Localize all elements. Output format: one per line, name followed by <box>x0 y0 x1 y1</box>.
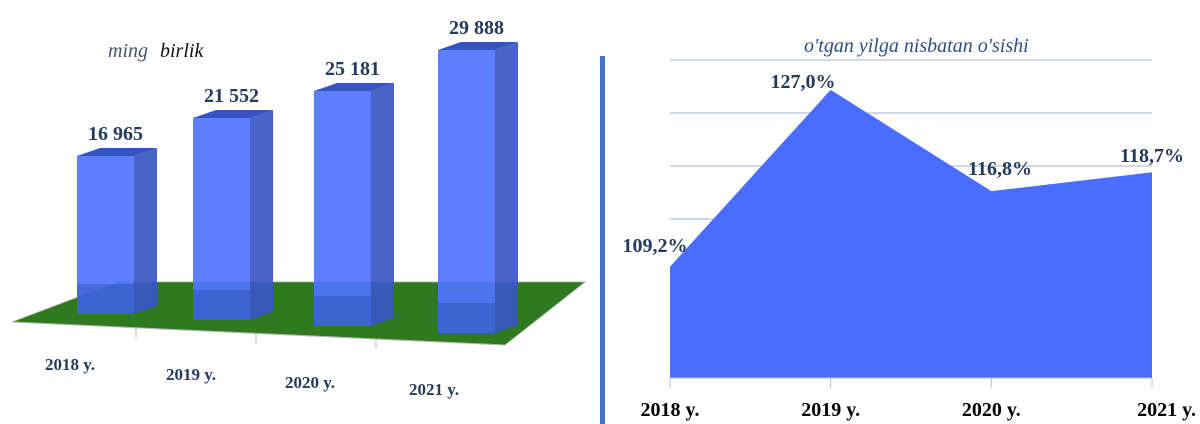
bar-base-shadow <box>314 296 371 326</box>
bar-value-label: 25 181 <box>325 58 380 80</box>
area-category-labels: 2018 y. 2019 y. 2020 y. 2021 y. <box>641 399 1196 421</box>
area-category-label: 2019 y. <box>801 399 860 421</box>
bar-side <box>134 148 157 314</box>
bar-top <box>314 83 394 91</box>
area-value-label: 109,2% <box>623 235 688 257</box>
bar-side <box>495 42 518 333</box>
bar-category-label: 2021 y. <box>409 380 459 399</box>
unit-label-birlik: birlik <box>160 40 204 62</box>
area-value-labels: 109,2% 127,0% 116,8% 118,7% <box>623 71 1184 257</box>
bar-value-label: 29 888 <box>449 17 504 39</box>
area-value-label: 116,8% <box>968 158 1032 180</box>
bar-base-shadow <box>193 290 250 320</box>
unit-label-ming: ming <box>108 40 148 62</box>
panel-divider <box>600 56 605 424</box>
bar-value-label: 16 965 <box>88 123 143 145</box>
bar <box>193 118 250 320</box>
area-category-label: 2020 y. <box>962 399 1021 421</box>
bar-series <box>77 42 518 333</box>
bar-category-label: 2020 y. <box>285 373 335 392</box>
area-chart: 109,2%127,0%116,8%118,7% 2018 y. 2019 y. 2… <box>623 35 1197 421</box>
bar-value-labels: 16 965 21 552 25 181 29 888 <box>88 17 504 145</box>
chart-title: o'tgan yilga nisbatan o'sishi <box>804 35 1029 57</box>
bar-value-label: 21 552 <box>204 85 259 107</box>
category-ticks <box>135 327 377 349</box>
bar-base-shadow <box>438 303 495 333</box>
bar-category-label: 2019 y. <box>166 365 216 384</box>
bar-top <box>193 110 273 118</box>
bar-side <box>371 83 394 326</box>
area-value-label: 118,7% <box>1120 145 1184 167</box>
bar <box>77 156 134 314</box>
bar-side <box>250 110 273 320</box>
bar-category-labels: 2018 y. 2019 y. 2020 y. 2021 y. <box>45 355 459 399</box>
area-category-label: 2018 y. <box>641 399 700 421</box>
bar <box>438 50 495 333</box>
floor-front-edge <box>11 321 506 346</box>
bar-top <box>77 148 157 156</box>
x-axis <box>669 377 1153 388</box>
bar-category-label: 2018 y. <box>45 355 95 374</box>
area-series <box>670 89 1152 378</box>
bar-base-shadow <box>77 284 134 314</box>
unit-label: ming birlik <box>108 40 204 62</box>
area-value-label: 127,0% <box>771 71 836 93</box>
bar-top <box>438 42 518 50</box>
bar <box>314 91 371 326</box>
area-category-label: 2021 y. <box>1137 399 1196 421</box>
